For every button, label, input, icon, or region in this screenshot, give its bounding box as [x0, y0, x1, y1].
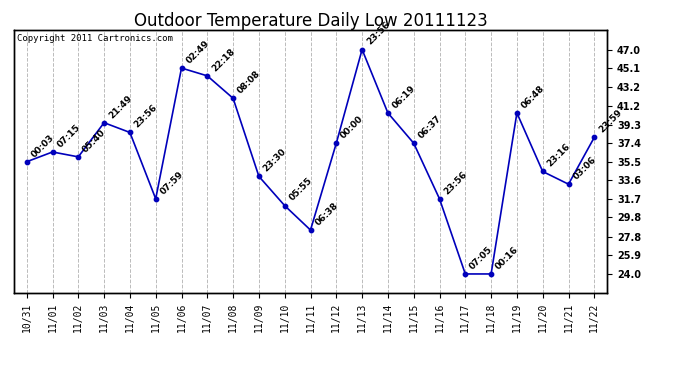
Text: 03:06: 03:06 — [571, 155, 598, 182]
Text: 22:18: 22:18 — [210, 46, 237, 73]
Point — [279, 202, 290, 208]
Text: 00:00: 00:00 — [339, 114, 365, 140]
Text: 08:08: 08:08 — [236, 69, 262, 96]
Point — [305, 227, 316, 233]
Point — [201, 73, 213, 79]
Title: Outdoor Temperature Daily Low 20111123: Outdoor Temperature Daily Low 20111123 — [134, 12, 487, 30]
Text: 23:30: 23:30 — [262, 147, 288, 174]
Text: 23:56: 23:56 — [442, 170, 469, 196]
Point — [434, 196, 445, 202]
Point — [563, 181, 574, 187]
Text: Copyright 2011 Cartronics.com: Copyright 2011 Cartronics.com — [17, 34, 172, 43]
Point — [511, 110, 522, 116]
Text: 07:59: 07:59 — [159, 170, 185, 196]
Text: 23:59: 23:59 — [597, 108, 624, 135]
Text: 05:55: 05:55 — [288, 176, 314, 203]
Text: 21:49: 21:49 — [107, 93, 134, 120]
Point — [331, 140, 342, 146]
Point — [124, 129, 135, 135]
Point — [176, 65, 187, 71]
Point — [538, 168, 549, 174]
Text: 07:05: 07:05 — [468, 244, 495, 271]
Text: 00:16: 00:16 — [494, 245, 520, 271]
Text: 06:48: 06:48 — [520, 84, 546, 110]
Point — [382, 110, 393, 116]
Point — [72, 154, 83, 160]
Point — [460, 271, 471, 277]
Text: 05:40: 05:40 — [81, 128, 108, 154]
Point — [589, 134, 600, 140]
Point — [228, 95, 239, 101]
Point — [150, 196, 161, 202]
Text: 06:38: 06:38 — [313, 201, 339, 227]
Point — [47, 149, 58, 155]
Point — [99, 120, 110, 126]
Text: 23:16: 23:16 — [546, 142, 572, 169]
Text: 23:56: 23:56 — [365, 20, 391, 47]
Text: 06:19: 06:19 — [391, 84, 417, 110]
Point — [253, 173, 264, 179]
Point — [21, 159, 32, 165]
Text: 00:03: 00:03 — [30, 133, 56, 159]
Text: 06:37: 06:37 — [417, 114, 443, 140]
Point — [486, 271, 497, 277]
Text: 07:15: 07:15 — [55, 123, 82, 149]
Text: 02:49: 02:49 — [184, 39, 211, 65]
Point — [408, 140, 420, 146]
Text: 23:56: 23:56 — [132, 103, 159, 130]
Point — [357, 46, 368, 53]
